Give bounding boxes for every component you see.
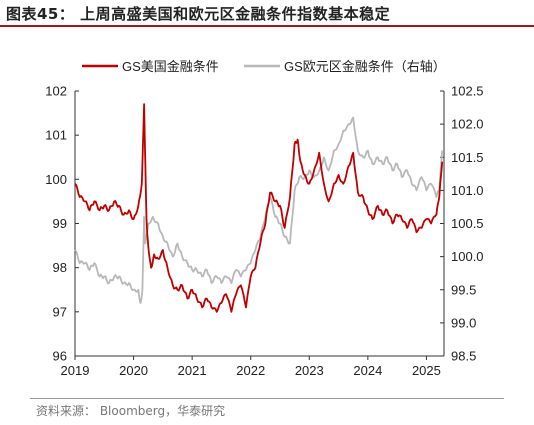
figure-title: 图表45： 上周高盛美国和欧元区金融条件指数基本稳定: [6, 5, 391, 23]
source-divider: [30, 398, 504, 399]
left-tick-label: 101: [45, 128, 67, 143]
source-note: 资料来源： Bloomberg，华泰研究: [36, 404, 226, 418]
left-tick-label: 97: [53, 304, 67, 319]
x-tick-label: 2023: [295, 363, 324, 378]
x-tick-label: 2019: [61, 363, 90, 378]
series-line-us: [74, 103, 444, 313]
right-tick-label: 101.5: [451, 150, 484, 165]
left-tick-label: 96: [53, 349, 67, 364]
right-tick-label: 98.5: [451, 349, 476, 364]
legend: GS美国金融条件 GS欧元区金融条件（右轴）: [82, 59, 446, 74]
right-tick-label: 102.0: [451, 117, 484, 132]
left-tick-label: 99: [53, 216, 67, 231]
x-tick-label: 2024: [353, 363, 382, 378]
x-tick-label: 2022: [236, 363, 265, 378]
left-tick-label: 100: [45, 172, 67, 187]
right-tick-label: 100.5: [451, 216, 484, 231]
right-tick-label: 102.5: [451, 84, 484, 99]
right-tick-label: 99.0: [451, 315, 476, 330]
chart-lines: [74, 103, 444, 313]
right-tick-label: 99.5: [451, 282, 476, 297]
x-tick-label: 2020: [119, 363, 148, 378]
x-tick-label: 2025: [412, 363, 441, 378]
x-tick-label: 2021: [178, 363, 207, 378]
legend-label: GS美国金融条件: [122, 59, 219, 74]
legend-label: GS欧元区金融条件（右轴）: [284, 59, 446, 74]
right-tick-label: 101.0: [451, 183, 484, 198]
title-underline: [0, 25, 534, 27]
right-tick-label: 100.0: [451, 249, 484, 264]
left-tick-label: 98: [53, 260, 67, 275]
series-line-eurozone: [74, 116, 444, 304]
chart-axes: 96 97 98 99 100 101 102 98.5 99.0 99.5 100.0 100.5 1…: [45, 84, 483, 379]
left-tick-label: 102: [45, 84, 67, 99]
